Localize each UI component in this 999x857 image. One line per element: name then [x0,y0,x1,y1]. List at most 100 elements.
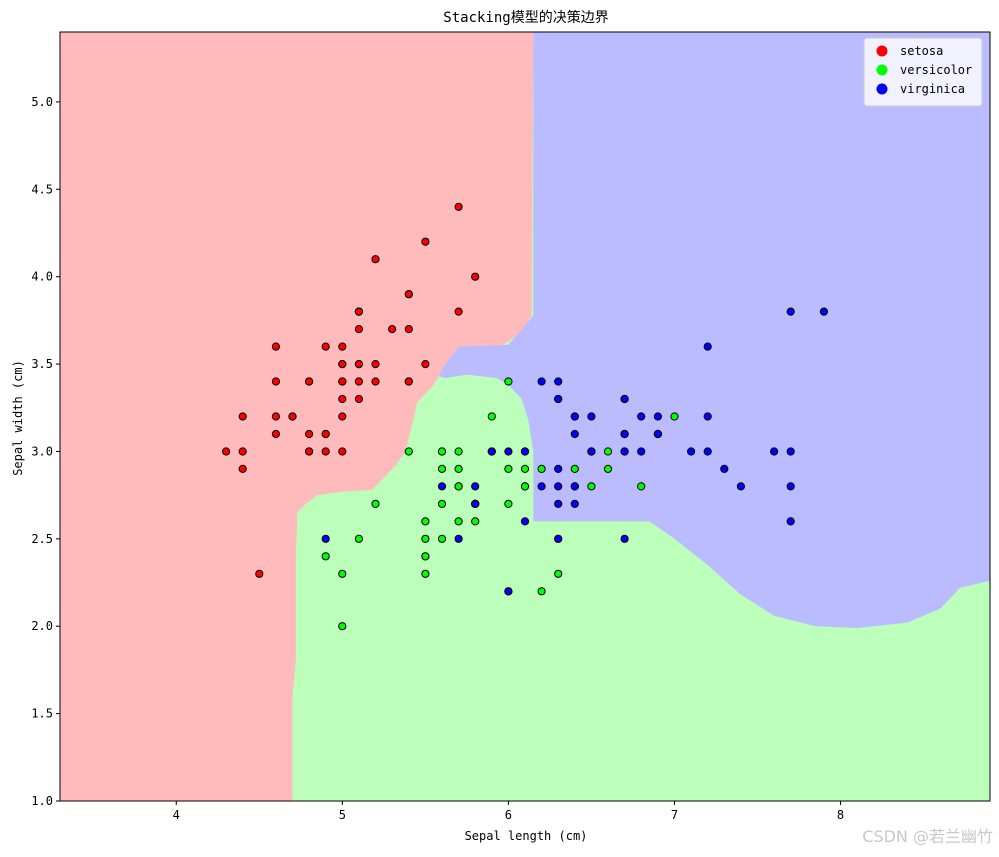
point-versicolor [421,569,430,578]
point-setosa [354,360,363,369]
legend-label-virginica: virginica [900,82,965,96]
point-setosa [421,237,430,246]
point-setosa [454,307,463,316]
point-versicolor [437,464,447,473]
y-tick-label: 1.0 [31,794,53,808]
point-setosa [321,342,330,351]
plot-frame [59,31,991,802]
point-versicolor [321,552,330,561]
point-versicolor [338,622,347,631]
point-virginica [687,447,696,456]
point-virginica [819,307,829,316]
point-versicolor [454,464,463,473]
point-versicolor [454,447,463,456]
point-virginica [736,482,746,491]
point-virginica [554,499,563,508]
point-versicolor [421,552,430,561]
point-setosa [454,202,463,211]
point-virginica [537,482,546,491]
point-virginica [504,447,513,456]
point-virginica [587,447,596,456]
point-setosa [471,272,480,281]
point-virginica [321,534,330,543]
point-versicolor [471,517,480,526]
x-tick-label: 8 [837,808,844,822]
region-virginica [438,32,991,628]
point-versicolor [354,534,363,543]
x-axis-label: Sepal length (cm) [465,829,588,843]
point-versicolor [454,517,463,526]
point-versicolor [537,587,546,596]
point-virginica [554,394,563,404]
point-versicolor [504,377,513,386]
y-tick-label: 4.0 [31,270,53,284]
chart-title: Stacking模型的决策边界 [443,9,608,26]
point-versicolor [504,499,513,508]
legend-box [863,37,983,107]
point-versicolor [338,569,347,578]
point-setosa [321,447,330,456]
point-setosa [404,290,413,299]
point-versicolor [487,412,496,421]
point-virginica [703,342,712,351]
point-virginica [437,482,447,491]
y-tick-label: 2.0 [31,619,53,633]
point-virginica [471,499,480,508]
point-versicolor [587,482,596,491]
point-virginica [620,447,629,456]
point-virginica [454,534,463,543]
point-setosa [255,569,264,578]
point-virginica [786,517,795,526]
point-virginica [554,464,563,473]
point-setosa [238,464,247,473]
point-versicolor [454,482,463,491]
point-virginica [620,534,629,543]
y-tick-label: 5.0 [31,95,53,109]
point-virginica [520,447,530,456]
point-versicolor [520,482,530,491]
x-tick-label: 4 [173,808,180,822]
point-virginica [504,587,513,596]
point-setosa [354,325,363,334]
point-versicolor [637,482,646,491]
point-virginica [487,447,496,456]
legend-marker-virginica [876,83,888,95]
point-virginica [554,534,563,543]
point-setosa [271,429,280,439]
point-setosa [305,377,314,386]
legend-marker-setosa [876,45,888,57]
x-tick-label: 5 [339,808,346,822]
point-virginica [570,482,579,491]
point-virginica [537,377,546,386]
point-virginica [587,412,596,421]
point-setosa [305,447,314,456]
point-versicolor [537,464,546,473]
y-tick-label: 3.0 [31,444,53,458]
point-setosa [354,394,363,404]
point-virginica [653,429,663,439]
x-tick-label: 6 [505,808,512,822]
x-tick-label: 7 [671,808,678,822]
point-setosa [371,255,380,264]
y-tick-label: 1.5 [31,707,53,721]
point-setosa [338,377,347,386]
point-virginica [720,464,729,473]
point-virginica [703,412,712,421]
point-setosa [222,447,231,456]
point-versicolor [404,447,413,456]
point-setosa [338,447,347,456]
point-setosa [354,307,363,316]
legend-label-versicolor: versicolor [900,63,972,77]
point-virginica [471,482,480,491]
region-setosa [60,32,534,801]
plot-area: 4 5 6 7 8 1.0 1.5 2.0 2.5 3.0 3.5 4.0 4.5 5.0 setosa ve… [31,31,991,822]
point-virginica [620,394,629,404]
point-versicolor [421,534,430,543]
watermark-text: CSDN @若兰幽竹 [862,827,993,846]
point-virginica [554,482,563,491]
point-setosa [305,429,314,439]
point-setosa [371,377,380,386]
point-virginica [520,517,530,526]
